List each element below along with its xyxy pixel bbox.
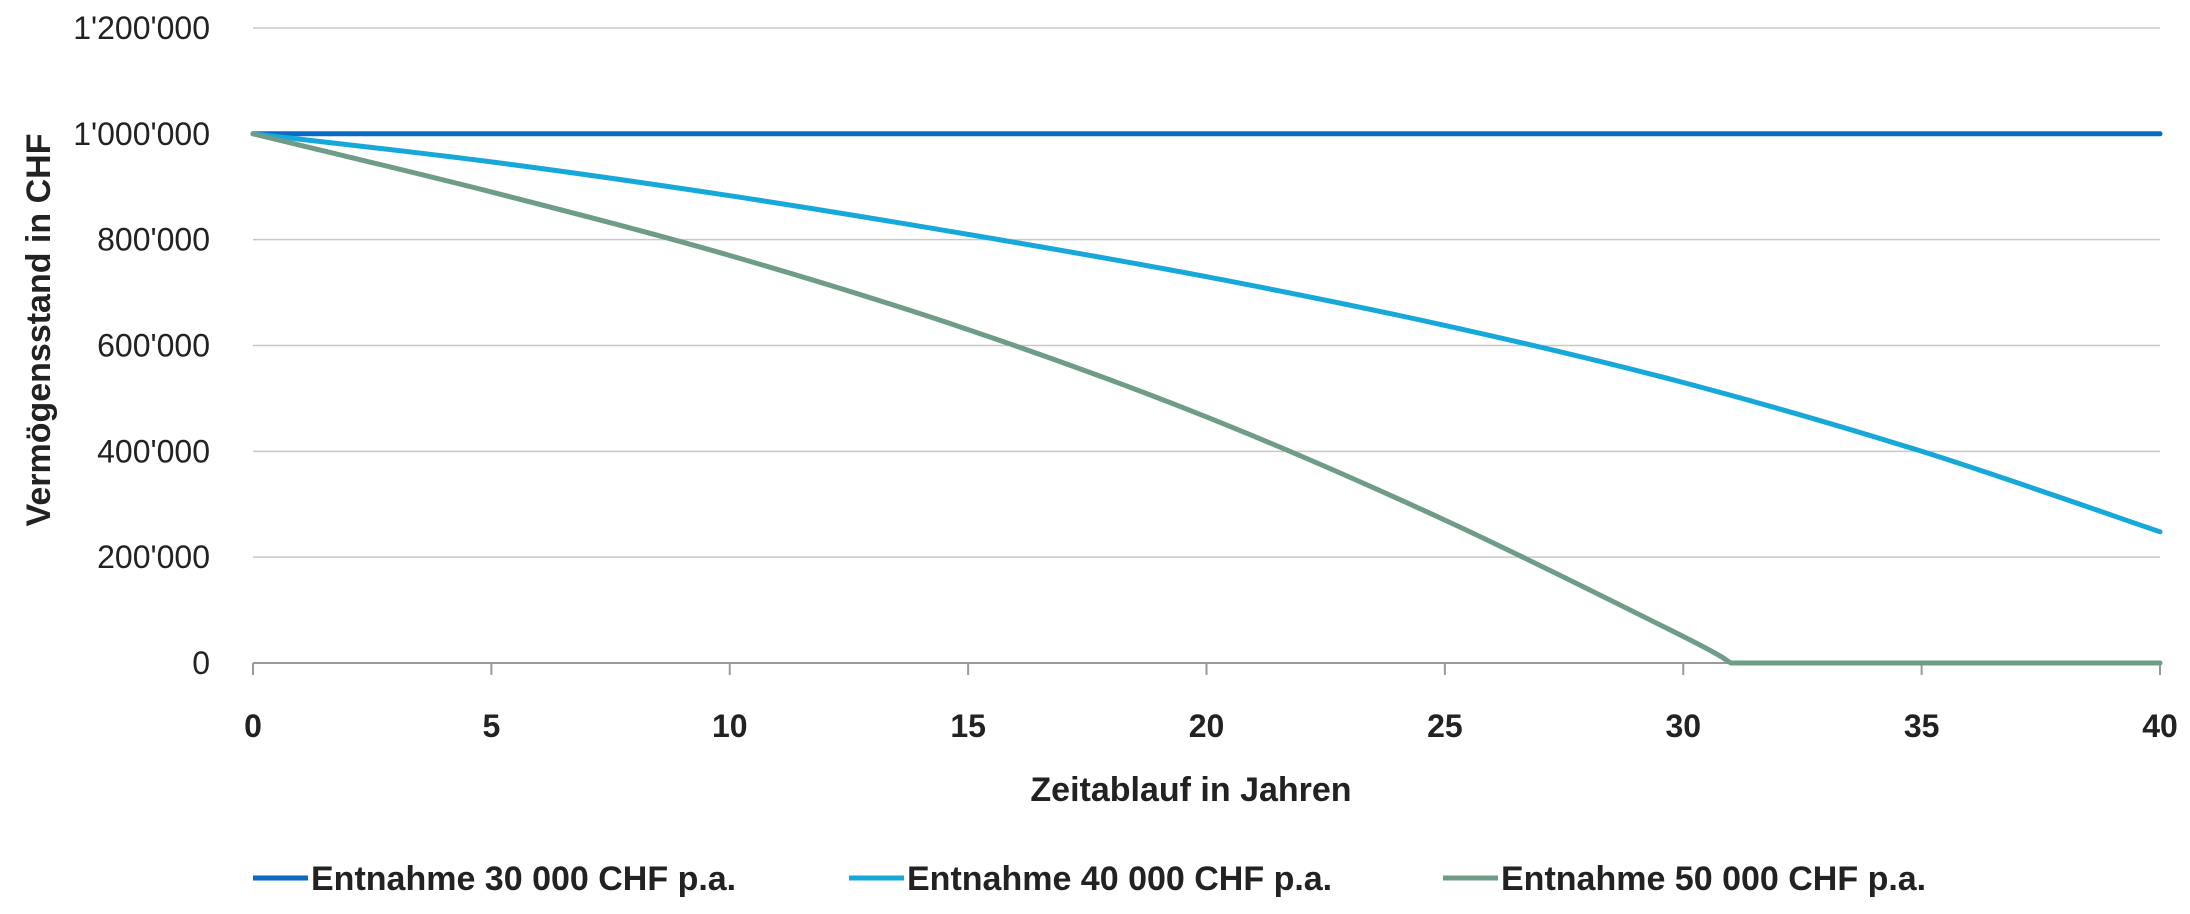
x-tick-label: 0	[244, 708, 262, 744]
x-tick-label: 20	[1189, 708, 1225, 744]
legend-label: Entnahme 30 000 CHF p.a.	[311, 860, 736, 898]
legend-label: Entnahme 50 000 CHF p.a.	[1501, 860, 1926, 898]
x-tick-label: 30	[1665, 708, 1701, 744]
x-tick-label: 10	[712, 708, 748, 744]
series-line-2	[250, 131, 2163, 535]
series-lines	[250, 131, 2163, 666]
x-axis-title: Zeitablauf in Jahren	[1030, 771, 1351, 809]
x-tick-label: 35	[1904, 708, 1940, 744]
y-tick-label: 400'000	[97, 433, 210, 469]
legend: Entnahme 30 000 CHF p.a. Entnahme 40 000 …	[253, 860, 1926, 898]
x-tick-label: 25	[1427, 708, 1463, 744]
x-axis: 0 5 10 15 20 25 30 35 40	[244, 662, 2178, 744]
x-tick-label: 40	[2142, 708, 2178, 744]
y-tick-label: 600'000	[97, 328, 210, 364]
x-tick-label: 15	[950, 708, 986, 744]
y-tick-label: 200'000	[97, 539, 210, 575]
y-tick-label: 1'200'000	[73, 10, 210, 46]
x-tick-label: 5	[482, 708, 500, 744]
y-axis-ticks: 0 200'000 400'000 600'000 800'000 1'000'000 1'…	[73, 10, 210, 681]
y-axis-title: Vermögensstand in CHF	[20, 134, 58, 527]
legend-label: Entnahme 40 000 CHF p.a.	[907, 860, 1332, 898]
y-tick-label: 0	[192, 645, 210, 681]
y-tick-label: 1'000'000	[73, 116, 210, 152]
y-tick-label: 800'000	[97, 222, 210, 258]
grid-lines	[253, 27, 2160, 558]
series-line-3	[250, 131, 2163, 666]
